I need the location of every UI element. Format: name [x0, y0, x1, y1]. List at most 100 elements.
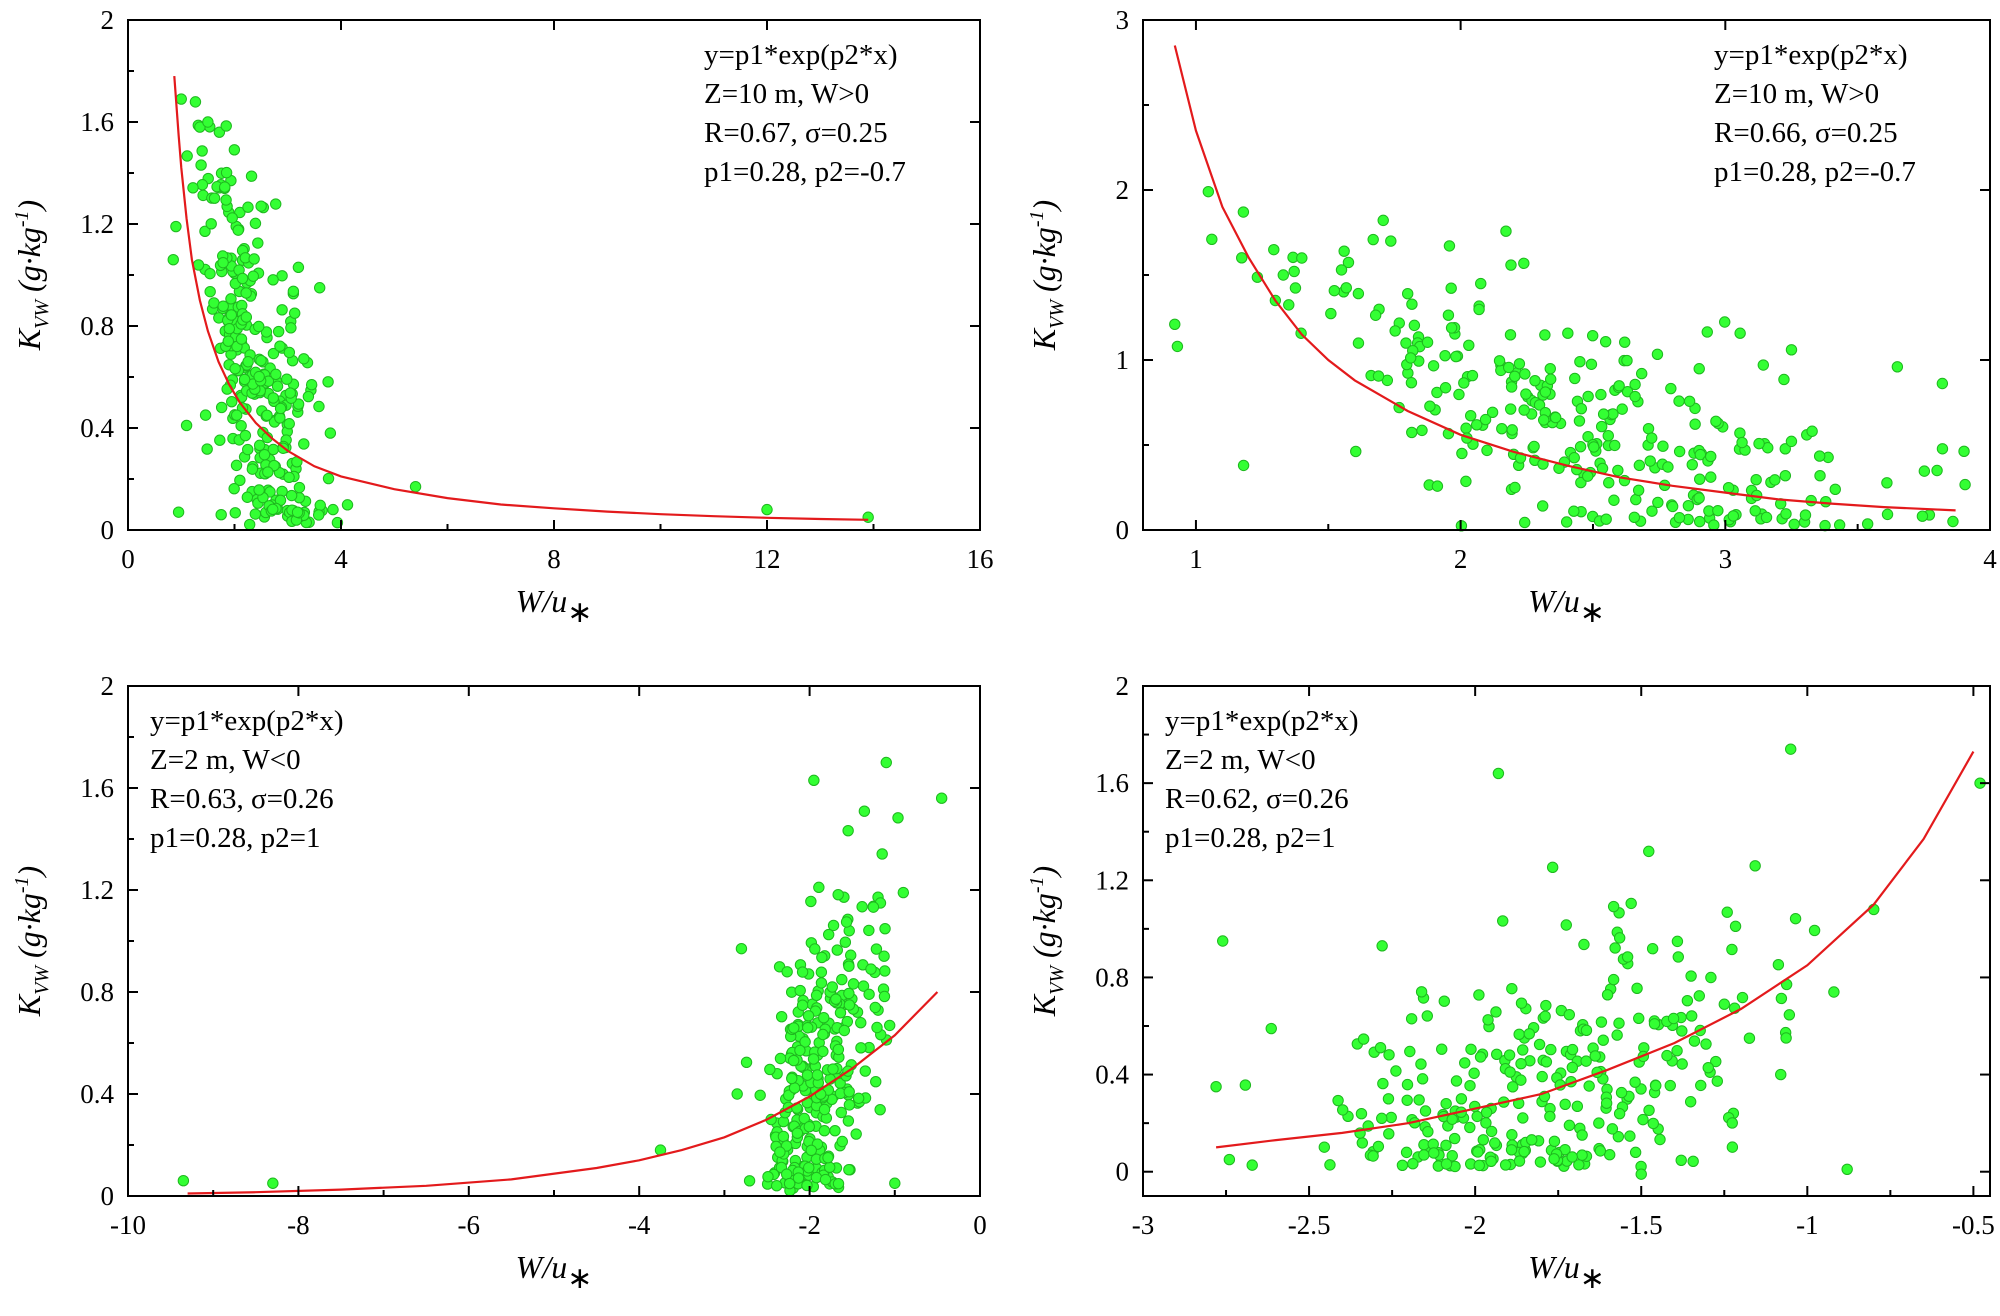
scatter-point — [1505, 381, 1518, 393]
scatter-point — [1788, 518, 1800, 530]
scatter-point — [1427, 360, 1440, 372]
scatter-point — [220, 166, 233, 179]
scatter-point — [1568, 505, 1580, 517]
scatter-point — [843, 1099, 856, 1111]
scatter-point — [827, 919, 840, 932]
scatter-point — [802, 1010, 815, 1022]
scatter-point — [252, 237, 264, 249]
scatter-point — [1616, 403, 1628, 415]
scatter-point — [225, 293, 237, 305]
scatter-point — [1440, 1158, 1453, 1170]
scatter-point — [1513, 1028, 1525, 1041]
scatter-point — [220, 120, 232, 132]
scatter-point — [831, 944, 843, 956]
fit-annotation-line: Z=10 m, W>0 — [704, 78, 869, 110]
scatter-point — [1734, 427, 1746, 439]
scatter-point — [855, 1017, 867, 1029]
scatter-point — [1473, 1159, 1485, 1172]
scatter-point — [1544, 373, 1557, 385]
y-axis-title-unit: (g·kg — [11, 227, 47, 300]
scatter-point — [857, 980, 870, 992]
scatter-point — [1597, 1034, 1609, 1046]
scatter-point — [1237, 206, 1250, 218]
x-axis-title-subscript: ∗ — [567, 1262, 592, 1295]
scatter-point — [244, 518, 256, 531]
scatter-point — [764, 1063, 776, 1076]
scatter-point — [1560, 516, 1573, 528]
scatter-point — [836, 1135, 848, 1148]
chart-panel-bottom-right: -3 -2.5 -2 -1.5 -1 -0.5 0 0.4 0.8 1.2 1.6 2 W/u∗ KVW … — [1026, 671, 1995, 1295]
scatter-point — [823, 1161, 836, 1174]
scatter-point — [1405, 1013, 1418, 1025]
scatter-point — [743, 1175, 756, 1187]
scatter-point — [1445, 322, 1458, 334]
scatter-point — [1518, 1145, 1530, 1158]
x-tick-label: 8 — [547, 544, 561, 574]
scatter-point — [1383, 1128, 1395, 1140]
scatter-point — [834, 1007, 847, 1019]
scatter-point — [1609, 942, 1621, 954]
scatter-point — [1277, 269, 1289, 281]
y-axis-title-symbol: K — [11, 327, 47, 351]
scatter-point — [783, 1089, 795, 1101]
scatter-point — [777, 1130, 790, 1143]
scatter-point — [808, 774, 820, 787]
scatter-point — [1506, 982, 1518, 995]
scatter-point — [1540, 1056, 1553, 1068]
scatter-point — [1936, 443, 1949, 455]
scatter-point — [1621, 951, 1634, 963]
scatter-point — [1563, 1008, 1575, 1021]
scatter-point — [1635, 367, 1648, 380]
scatter-point — [1673, 395, 1685, 407]
scatter-point — [1475, 277, 1487, 290]
scatter-point — [1861, 518, 1874, 530]
scatter-point — [889, 1177, 901, 1189]
scatter-point — [1647, 1117, 1659, 1130]
scatter-point — [255, 200, 267, 212]
scatter-point — [801, 1069, 814, 1081]
scatter-point — [1841, 1163, 1853, 1175]
y-axis-title-unit: (g·kg — [1026, 227, 1062, 300]
scatter-point — [1719, 316, 1731, 328]
scatter-point — [215, 401, 228, 414]
y-tick-label: 0.8 — [80, 977, 114, 1007]
scatter-point — [1473, 303, 1485, 316]
fit-annotation-line: p1=0.28, p2=-0.7 — [704, 156, 906, 188]
scatter-point — [1657, 440, 1669, 452]
scatter-point — [1916, 510, 1929, 522]
scatter-point — [1479, 413, 1492, 426]
scatter-point — [1431, 480, 1444, 492]
scatter-point — [1419, 1105, 1432, 1117]
scatter-point — [1785, 344, 1798, 356]
scatter-point — [1559, 1098, 1571, 1110]
scatter-point — [835, 1106, 847, 1119]
scatter-point — [1574, 441, 1587, 453]
scatter-point — [832, 1177, 845, 1190]
scatter-point — [253, 370, 265, 383]
y-tick-label: 1.2 — [80, 875, 114, 905]
scatter-point — [172, 506, 185, 518]
scatter-point — [1722, 481, 1735, 494]
scatter-point — [788, 1022, 800, 1034]
scatter-point — [1820, 495, 1832, 508]
x-axis-title: W/u∗ — [1528, 1249, 1605, 1295]
scatter-point — [242, 201, 254, 213]
scatter-point — [1607, 900, 1620, 913]
scatter-point — [1355, 1108, 1368, 1120]
scatter-point — [1549, 411, 1562, 424]
scatter-point — [228, 144, 241, 156]
scatter-point — [199, 225, 211, 238]
scatter-point — [1613, 1017, 1625, 1029]
scatter-point — [1760, 511, 1773, 524]
x-tick-label: 12 — [754, 544, 781, 574]
scatter-point — [1613, 380, 1625, 392]
scatter-point — [1446, 1150, 1458, 1162]
scatter-point — [1629, 1076, 1641, 1088]
x-tick-label: 0 — [973, 1210, 987, 1240]
scatter-point — [1604, 1149, 1616, 1161]
scatter-point — [208, 192, 221, 204]
scatter-point — [892, 812, 904, 824]
scatter-point — [1628, 511, 1641, 524]
scatter-point — [1453, 388, 1465, 401]
y-tick-label: 1.2 — [1095, 865, 1129, 895]
